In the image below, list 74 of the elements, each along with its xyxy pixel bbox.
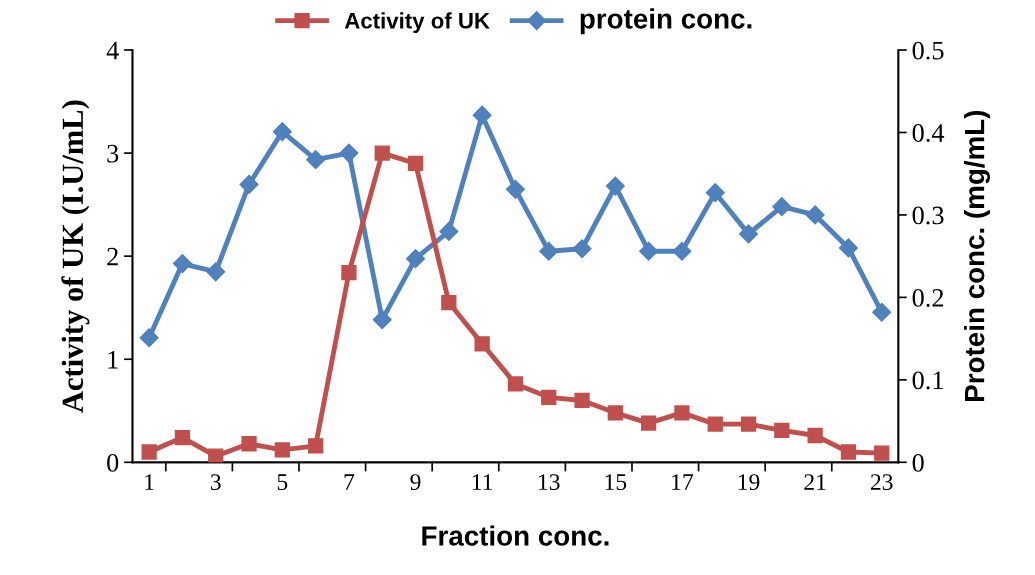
point — [141, 444, 157, 460]
point — [339, 143, 359, 163]
point — [139, 328, 159, 348]
point — [407, 155, 424, 172]
point — [807, 427, 823, 444]
point — [672, 241, 692, 261]
point — [474, 336, 490, 352]
x-tick-label: 3 — [210, 474, 221, 491]
x-tick-label: 11 — [472, 474, 493, 490]
y-tick-label: 3 — [107, 144, 119, 163]
x-tick-label: 7 — [344, 474, 355, 490]
point — [306, 150, 326, 170]
y2-tick-label: 0.2 — [912, 289, 944, 307]
legend-label: protein conc. — [580, 8, 752, 35]
x-tick-label: 1 — [145, 474, 154, 490]
point — [239, 174, 259, 194]
point — [272, 122, 292, 142]
point — [505, 179, 525, 199]
y-tick-label: 4 — [106, 41, 119, 60]
point — [274, 442, 290, 458]
point — [605, 176, 625, 196]
point — [307, 438, 324, 454]
point — [374, 145, 390, 161]
point — [572, 239, 592, 259]
x-tick-label: 21 — [804, 474, 826, 490]
point — [241, 436, 257, 452]
point — [574, 392, 590, 409]
x-tick-label: 9 — [410, 474, 421, 491]
y-tick-label: 0 — [107, 453, 119, 472]
point — [341, 265, 357, 281]
point — [174, 429, 191, 446]
y2-tick-label: 0.1 — [912, 371, 943, 390]
y2-tick-label: 0.4 — [912, 124, 945, 143]
point — [208, 448, 224, 463]
x-tick-label: 5 — [277, 474, 288, 491]
point — [774, 422, 790, 438]
point — [441, 294, 457, 311]
point — [674, 405, 690, 421]
point — [705, 183, 725, 203]
x-tick-label: 17 — [672, 474, 694, 490]
x-tick-label: 13 — [539, 474, 560, 491]
point — [607, 405, 623, 421]
point — [206, 262, 226, 282]
point — [840, 444, 857, 460]
x-tick-label: 15 — [605, 474, 627, 491]
y-axis-title: Activity of UK (I.U/mL) — [61, 100, 90, 413]
point — [472, 105, 492, 125]
y2-axis-title: Protein conc. (mg/mL) — [964, 110, 991, 401]
y2-tick-label: 0.3 — [912, 206, 944, 225]
y-tick-label: 2 — [107, 247, 118, 266]
point — [172, 254, 192, 274]
point — [805, 205, 825, 225]
point — [507, 376, 524, 392]
y2-tick-label: 0.5 — [912, 41, 944, 60]
y-tick-label: 1 — [108, 350, 118, 369]
point — [872, 302, 892, 322]
point — [640, 415, 657, 431]
point — [772, 197, 792, 217]
point — [639, 241, 659, 261]
point — [874, 445, 890, 461]
point — [405, 249, 426, 269]
point — [740, 416, 757, 432]
point — [738, 224, 759, 244]
legend-label: Activity of UK — [344, 12, 490, 33]
x-tick-label: 19 — [738, 474, 760, 491]
point — [439, 221, 459, 241]
point — [372, 310, 392, 330]
y2-tick-label: 0 — [912, 453, 924, 472]
x-axis-title: Fraction conc. — [422, 525, 609, 546]
point — [539, 241, 559, 261]
point — [541, 389, 557, 406]
x-tick-label: 23 — [870, 474, 893, 491]
point — [707, 416, 723, 432]
point — [838, 238, 858, 258]
